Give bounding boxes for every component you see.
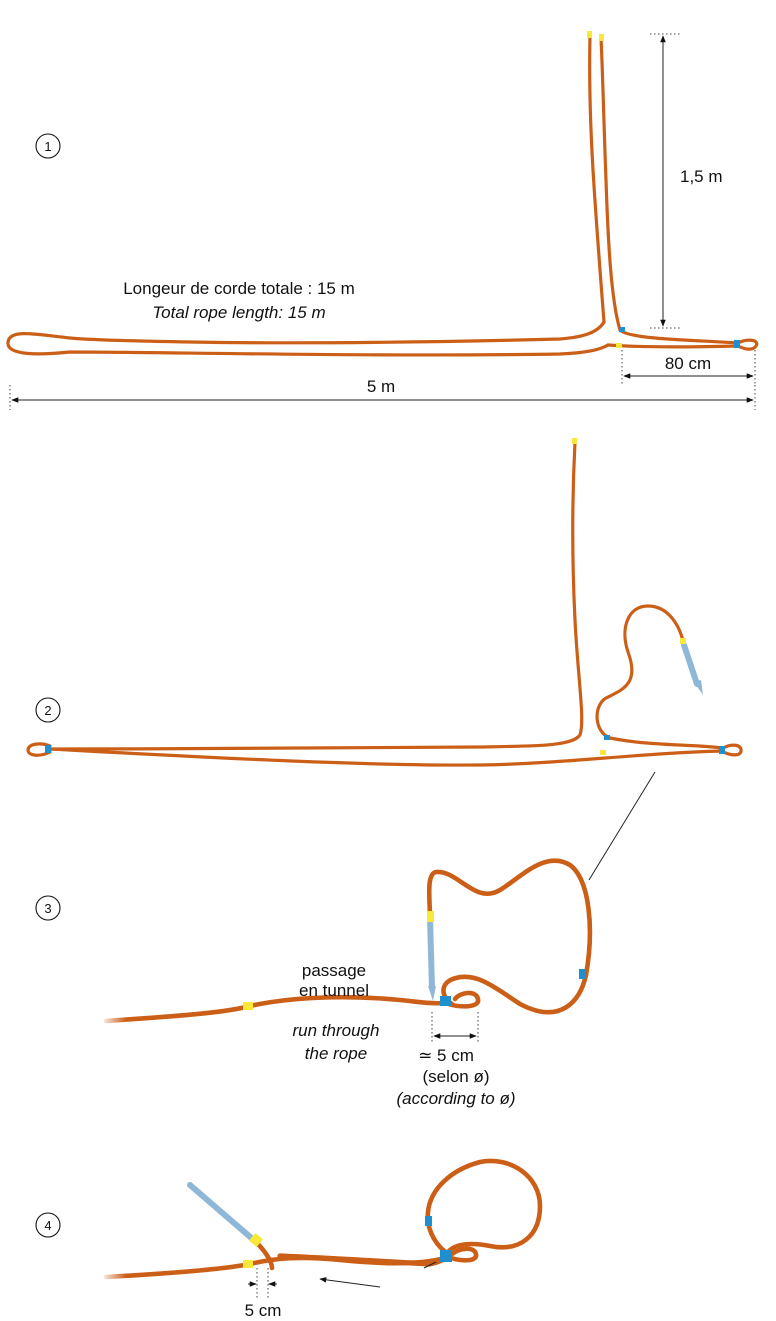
diameter-note-en: (according to ø)	[396, 1089, 515, 1108]
yellow-marker	[587, 31, 592, 38]
blue-marker	[425, 1216, 432, 1226]
pointer-line	[423, 1261, 437, 1269]
yellow-marker	[600, 750, 606, 755]
needle	[187, 1182, 259, 1245]
loop-width-dimension: 80 cm	[621, 350, 756, 384]
passage-label-2: en tunnel	[299, 981, 369, 1000]
total-length-fr: Longeur de corde totale : 15 m	[123, 279, 355, 298]
needle	[681, 642, 700, 687]
width-label: 5 m	[367, 377, 395, 396]
yellow-marker	[680, 638, 686, 644]
run-through-label-1: run through	[293, 1021, 380, 1040]
blue-marker	[719, 746, 725, 754]
loop-width-label: 80 cm	[665, 354, 711, 373]
height-dimension: 1,5 m	[650, 33, 723, 329]
gap-dimension	[431, 1012, 479, 1042]
diameter-note-fr: (selon ø)	[422, 1067, 489, 1086]
step-3-number: 3	[35, 895, 61, 921]
step-4-label: 4	[44, 1218, 51, 1233]
yellow-marker	[243, 1260, 253, 1268]
zoom-line	[588, 771, 656, 881]
total-length-en: Total rope length: 15 m	[152, 303, 325, 322]
run-through-label-2: the rope	[305, 1044, 367, 1063]
yellow-marker	[599, 34, 604, 41]
blue-marker	[734, 340, 740, 348]
height-label: 1,5 m	[680, 167, 723, 186]
passage-label-1: passage	[302, 961, 366, 980]
yellow-marker	[243, 1002, 253, 1010]
blue-marker	[45, 745, 51, 753]
step-2: 2	[26, 438, 743, 881]
step-1-number: 1	[35, 133, 61, 159]
step-1-rope	[6, 34, 759, 357]
step-1-label: 1	[44, 139, 51, 154]
gap-dimension	[248, 1268, 277, 1300]
gap-label: 5 cm	[245, 1301, 282, 1320]
needle-tip	[694, 680, 703, 695]
step-4-number: 4	[35, 1212, 61, 1238]
step-2-label: 2	[44, 703, 51, 718]
step-1: 1 1,5 m 80 cm	[6, 31, 759, 410]
step-4-rope	[103, 1158, 543, 1280]
step-2-number: 2	[35, 697, 61, 723]
step-3-label: 3	[44, 901, 51, 916]
yellow-marker	[427, 911, 434, 922]
needle	[427, 915, 435, 991]
yellow-marker	[248, 1232, 264, 1248]
step-4: 4 5 cm	[35, 1158, 543, 1320]
yellow-marker	[616, 343, 622, 348]
step-3-rope	[103, 858, 593, 1024]
width-dimension: 5 m	[9, 377, 756, 410]
blue-marker	[440, 1250, 452, 1262]
blue-marker	[440, 996, 451, 1006]
blue-marker	[579, 969, 586, 979]
step-3: 3 passage en tunnel run through the rope…	[35, 858, 593, 1108]
yellow-marker	[572, 438, 577, 444]
pull-arrow	[319, 1277, 381, 1288]
needle-tip	[428, 986, 436, 1001]
blue-marker	[604, 735, 610, 740]
blue-marker	[619, 327, 625, 332]
gap-label: ≃ 5 cm	[418, 1046, 474, 1065]
step-2-rope	[26, 440, 743, 767]
